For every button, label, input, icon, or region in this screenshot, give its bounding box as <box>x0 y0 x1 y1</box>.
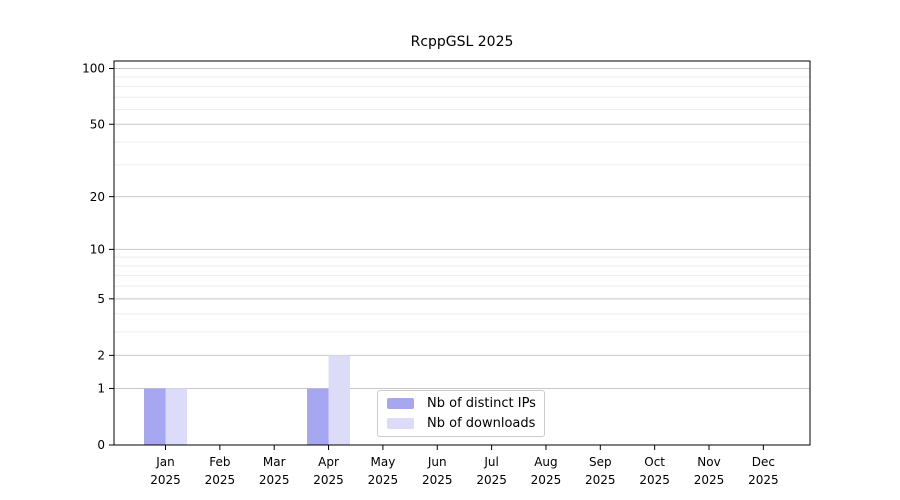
y-tick-label: 2 <box>97 349 105 363</box>
x-tick-label-year: 2025 <box>422 473 453 487</box>
x-tick-label-month: Sep <box>589 455 612 469</box>
legend: Nb of distinct IPs Nb of downloads <box>377 390 545 437</box>
bar-downloads-apr <box>328 355 351 445</box>
x-tick-label-year: 2025 <box>205 473 236 487</box>
x-tick-label-year: 2025 <box>694 473 725 487</box>
y-tick-label: 5 <box>97 292 105 306</box>
x-tick-label-year: 2025 <box>150 473 181 487</box>
x-tick-label-year: 2025 <box>639 473 670 487</box>
chart-title: RcppGSL 2025 <box>410 34 514 50</box>
plot-border <box>113 60 811 446</box>
bar-downloads-jan <box>165 388 187 445</box>
x-tick-label-month: Dec <box>752 455 775 469</box>
y-tick-label: 1 <box>97 382 105 396</box>
x-tick-label-month: Jun <box>427 455 447 469</box>
x-tick-label-month: Feb <box>209 455 230 469</box>
legend-item-distinct-ips: Nb of distinct IPs <box>387 396 536 411</box>
x-tick-label-year: 2025 <box>313 473 344 487</box>
legend-swatch-distinct-ips <box>387 398 414 409</box>
x-tick-label-month: May <box>370 455 395 469</box>
bar-distinct-ips-apr <box>307 388 329 445</box>
x-tick-label-year: 2025 <box>368 473 399 487</box>
x-tick-label-year: 2025 <box>748 473 779 487</box>
bar-distinct-ips-jan <box>144 388 166 445</box>
legend-swatch-downloads <box>387 418 414 429</box>
y-tick-label: 0 <box>97 438 105 452</box>
y-tick-label: 100 <box>82 62 105 76</box>
y-tick-label: 50 <box>90 117 105 131</box>
x-tick-label-month: Apr <box>318 455 339 469</box>
x-tick-label-year: 2025 <box>476 473 507 487</box>
legend-label-downloads: Nb of downloads <box>427 416 536 431</box>
x-tick-label-month: Nov <box>697 455 720 469</box>
y-tick-label: 10 <box>90 243 105 257</box>
x-tick-label-year: 2025 <box>531 473 562 487</box>
x-tick-label-month: Oct <box>644 455 665 469</box>
x-tick-label-month: Jul <box>483 455 498 469</box>
x-tick-label-month: Aug <box>534 455 557 469</box>
legend-label-distinct-ips: Nb of distinct IPs <box>427 396 536 411</box>
x-tick-label-year: 2025 <box>259 473 290 487</box>
legend-item-downloads: Nb of downloads <box>387 417 535 430</box>
x-tick-label-month: Jan <box>155 455 175 469</box>
x-tick-label-year: 2025 <box>585 473 616 487</box>
y-tick-label: 20 <box>90 190 105 204</box>
x-tick-label-month: Mar <box>263 455 286 469</box>
